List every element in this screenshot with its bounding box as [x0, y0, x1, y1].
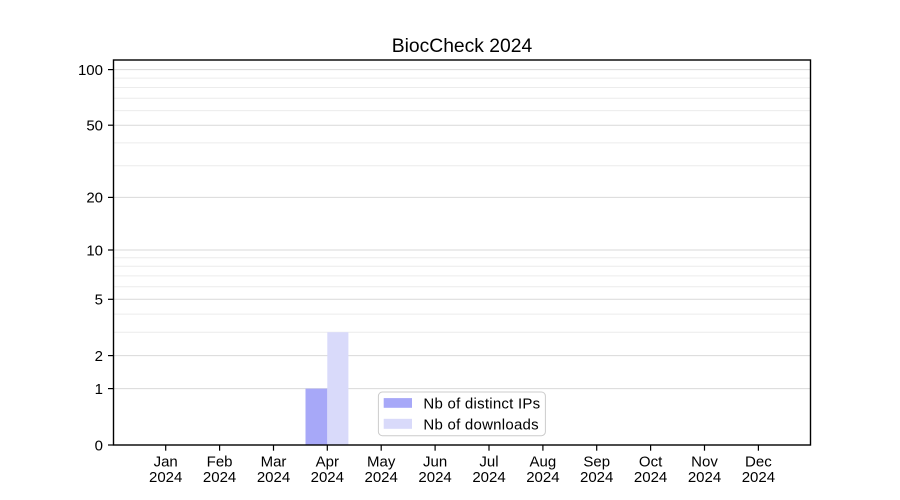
svg-text:Jan: Jan — [154, 453, 178, 470]
svg-text:Nb of distinct IPs: Nb of distinct IPs — [423, 396, 540, 413]
svg-text:50: 50 — [86, 118, 103, 135]
svg-text:Feb: Feb — [207, 453, 233, 470]
svg-text:BiocCheck 2024: BiocCheck 2024 — [392, 36, 533, 57]
svg-text:10: 10 — [86, 242, 103, 259]
svg-text:Oct: Oct — [639, 453, 663, 470]
svg-text:2024: 2024 — [472, 469, 505, 486]
svg-text:Dec: Dec — [745, 453, 772, 470]
svg-text:2024: 2024 — [634, 469, 667, 486]
svg-text:Sep: Sep — [583, 453, 610, 470]
svg-text:2024: 2024 — [742, 469, 775, 486]
svg-text:Aug: Aug — [530, 453, 557, 470]
svg-text:100: 100 — [78, 62, 103, 79]
svg-text:2024: 2024 — [580, 469, 613, 486]
svg-text:2024: 2024 — [365, 469, 398, 486]
svg-text:Apr: Apr — [316, 453, 339, 470]
svg-text:Nb of downloads: Nb of downloads — [423, 416, 539, 433]
svg-text:20: 20 — [86, 190, 103, 207]
svg-text:2024: 2024 — [257, 469, 290, 486]
svg-text:Jun: Jun — [423, 453, 447, 470]
svg-text:May: May — [367, 453, 396, 470]
svg-text:5: 5 — [95, 292, 103, 309]
svg-text:Jul: Jul — [479, 453, 498, 470]
svg-text:2024: 2024 — [149, 469, 182, 486]
svg-text:Nov: Nov — [691, 453, 718, 470]
svg-text:1: 1 — [95, 381, 103, 398]
svg-text:Mar: Mar — [261, 453, 287, 470]
svg-text:2024: 2024 — [526, 469, 559, 486]
svg-text:2024: 2024 — [688, 469, 721, 486]
svg-text:0: 0 — [95, 437, 103, 454]
svg-text:2024: 2024 — [203, 469, 236, 486]
svg-text:2: 2 — [95, 348, 103, 365]
svg-text:2024: 2024 — [311, 469, 344, 486]
svg-text:2024: 2024 — [418, 469, 451, 486]
